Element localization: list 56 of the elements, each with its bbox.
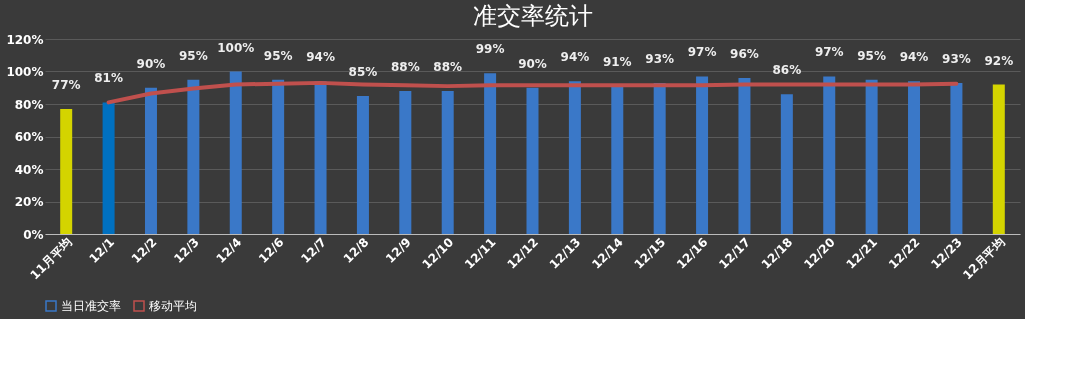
data-label: 96%	[730, 47, 759, 61]
bar	[780, 94, 793, 234]
legend-label: 移动平均	[149, 299, 197, 313]
y-tick-label: 60%	[14, 130, 44, 144]
data-label: 90%	[518, 56, 547, 71]
chart-title: 准交率统计	[472, 2, 593, 30]
bar	[738, 78, 751, 234]
bar	[399, 91, 412, 234]
data-label: 88%	[433, 60, 463, 74]
data-label: 91%	[602, 55, 632, 70]
bar	[950, 82, 963, 234]
legend-label: 当日准交率	[61, 299, 121, 313]
bar	[568, 81, 581, 234]
bar	[60, 108, 73, 234]
y-tick-label: 120%	[6, 32, 44, 47]
data-label: 77%	[51, 77, 81, 92]
y-tick-label: 80%	[14, 97, 44, 112]
data-label: 94%	[560, 50, 590, 65]
y-tick-label: 100%	[6, 65, 44, 79]
data-label: 93%	[645, 51, 675, 66]
bar	[823, 76, 836, 234]
bar	[992, 84, 1005, 234]
data-label: 100%	[217, 40, 255, 55]
data-label: 97%	[814, 45, 844, 60]
data-label: 86%	[772, 63, 802, 78]
bar	[441, 91, 454, 234]
bar	[272, 79, 285, 234]
x-tick-label: 12月平均	[960, 235, 1008, 283]
data-label: 95%	[263, 48, 293, 63]
y-tick-label: 40%	[14, 162, 44, 177]
data-label: 95%	[857, 48, 886, 63]
bar	[187, 79, 200, 234]
data-label: 94%	[306, 50, 335, 65]
bar	[229, 71, 242, 234]
data-label: 99%	[475, 42, 505, 57]
line-series	[106, 80, 959, 105]
data-label: 88%	[390, 60, 420, 74]
data-label: 92%	[984, 53, 1014, 68]
data-label: 81%	[94, 71, 123, 86]
data-label: 95%	[179, 48, 208, 63]
bar	[865, 79, 878, 234]
bar	[611, 86, 624, 234]
y-tick-label: 0%	[23, 227, 44, 242]
bar	[696, 76, 709, 234]
data-label: 94%	[899, 50, 929, 65]
data-label: 90%	[136, 56, 166, 71]
bar	[102, 102, 115, 234]
bar	[526, 87, 539, 234]
data-label: 85%	[348, 64, 378, 79]
data-label: 93%	[942, 51, 971, 66]
bar	[908, 81, 921, 234]
bar	[144, 87, 157, 234]
y-tick-label: 20%	[14, 195, 44, 209]
bar	[484, 73, 497, 234]
data-label: 97%	[687, 45, 717, 60]
bar	[356, 95, 369, 234]
